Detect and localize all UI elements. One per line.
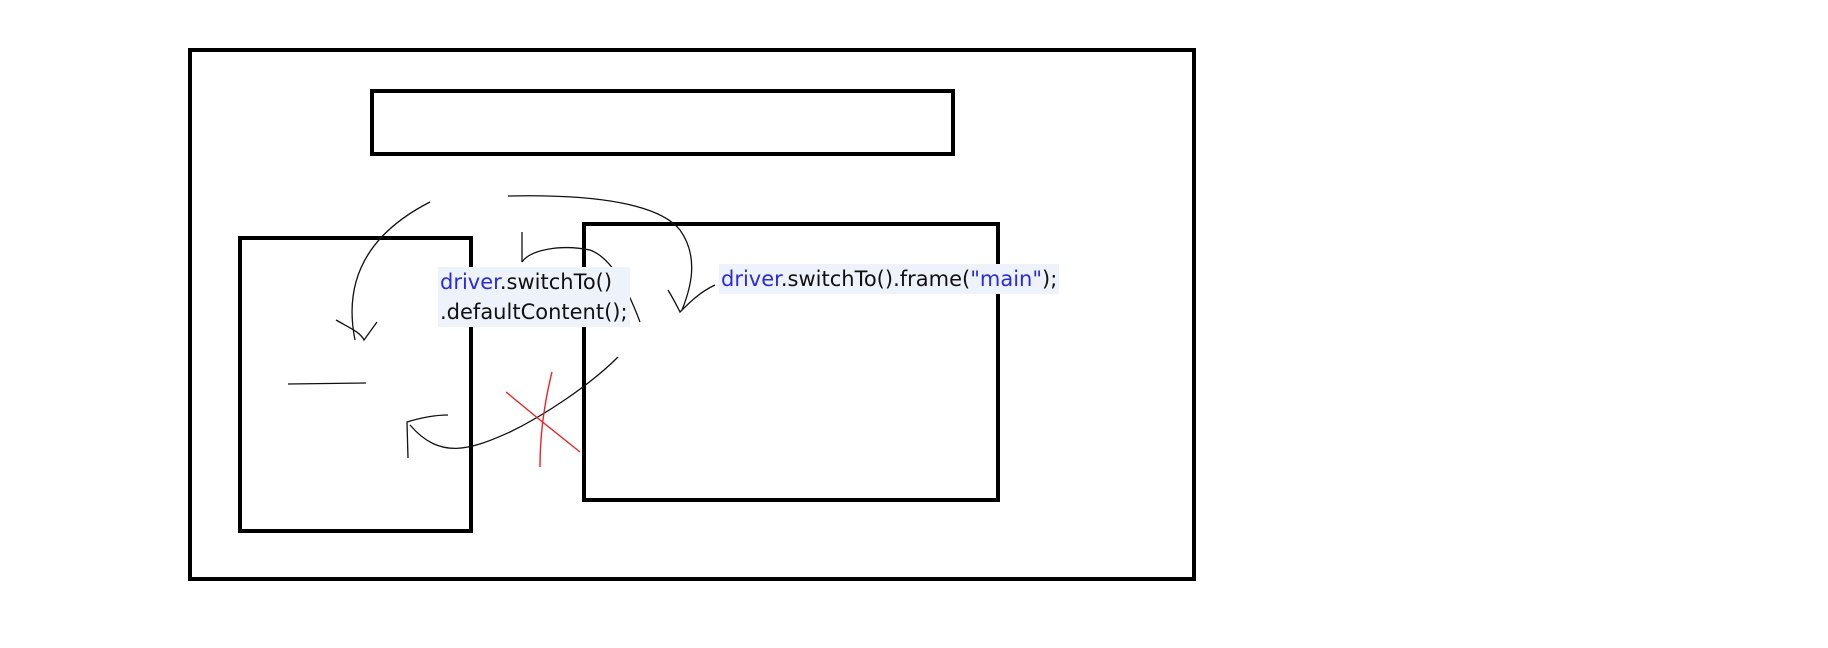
arrowhead-main-frame — [667, 284, 716, 314]
frame-call-suffix: ); — [1042, 267, 1058, 291]
arrow-into-main-frame — [507, 195, 693, 311]
arrow-main-to-left — [409, 356, 619, 450]
frame-argument: "main" — [970, 267, 1043, 291]
frame-main-label: driver.switchTo().frame("main"); — [719, 264, 1060, 294]
driver-keyword: driver — [440, 270, 500, 294]
left-frame — [238, 236, 473, 533]
default-content-line-1: driver.switchTo() — [440, 267, 628, 297]
top-frame — [370, 89, 955, 156]
main-frame — [582, 222, 1000, 502]
driver-keyword-right: driver — [721, 267, 781, 291]
arrowhead-left-frame — [335, 319, 378, 342]
outer-page-frame — [188, 48, 1196, 581]
red-cross-stroke-2 — [539, 371, 553, 468]
red-cross-stroke-1 — [505, 391, 581, 453]
default-content-line-2: .defaultContent(); — [440, 300, 628, 324]
arrowhead-left-return — [406, 414, 449, 459]
arrow-into-left-frame — [351, 201, 431, 341]
frame-call: .switchTo().frame( — [780, 267, 971, 291]
switch-to-call: .switchTo() — [499, 270, 613, 294]
left-frame-mark — [287, 382, 367, 385]
default-content-label: driver.switchTo() .defaultContent(); — [438, 267, 630, 327]
